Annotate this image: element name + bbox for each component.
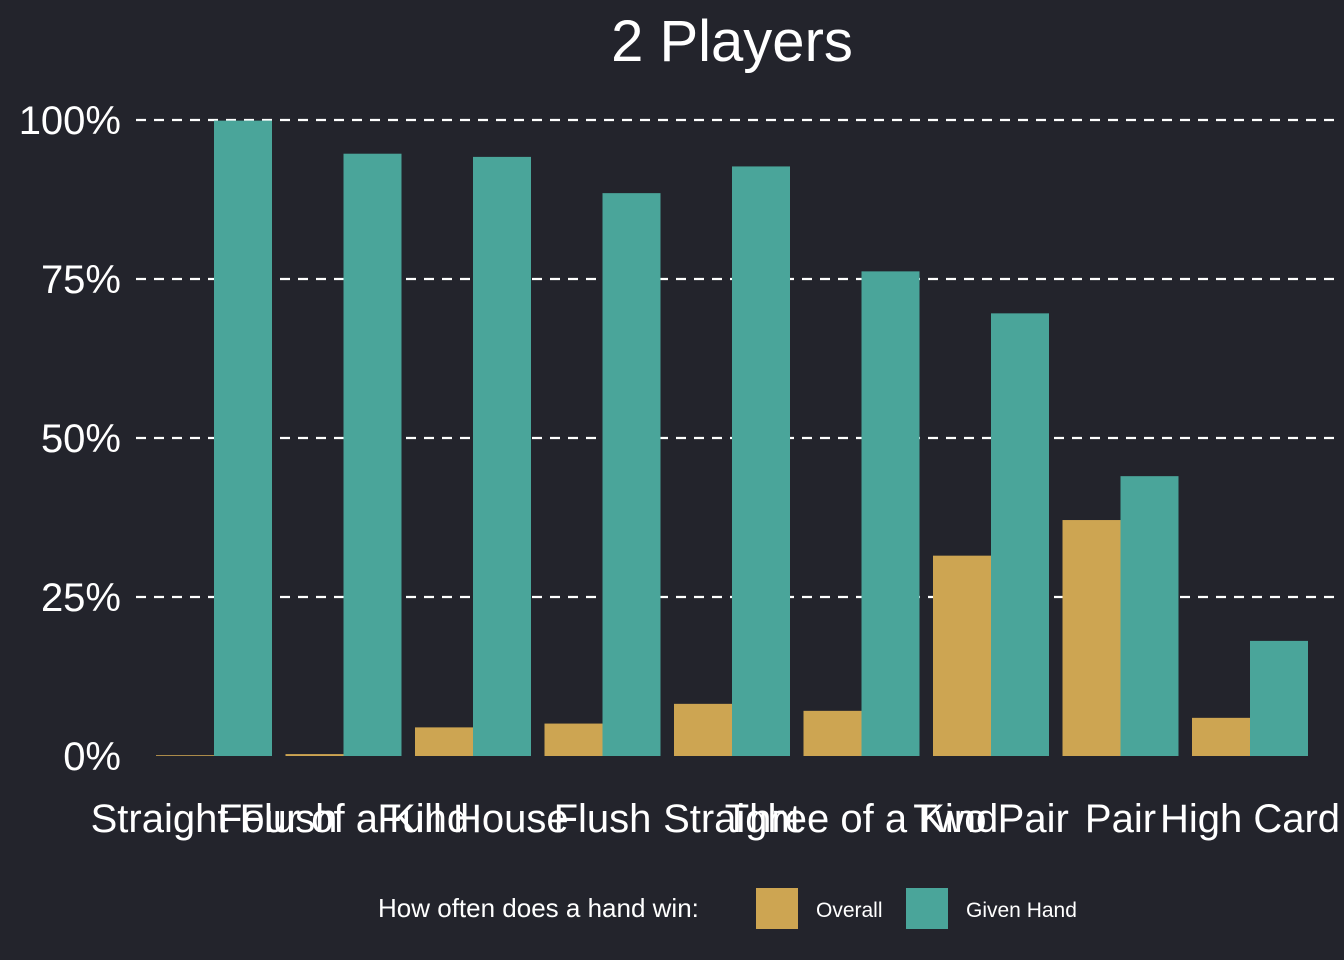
legend: How often does a hand win: Overall Given … <box>378 888 1077 929</box>
bar-overall <box>933 555 991 756</box>
bar-given-hand <box>1120 476 1179 756</box>
bar-given-hand <box>861 271 920 756</box>
legend-swatch <box>756 888 798 929</box>
y-tick-label: 25% <box>41 576 121 620</box>
bar-overall <box>674 703 732 756</box>
x-tick-label: Pair <box>1085 797 1156 841</box>
x-tick-label: Three of a Kind <box>725 797 999 841</box>
bar-overall <box>415 727 473 756</box>
bar-overall <box>285 754 344 756</box>
bar-given-hand <box>343 153 402 756</box>
bar-overall <box>1192 717 1250 756</box>
bar-given-hand <box>473 156 531 756</box>
bar-overall <box>156 755 214 756</box>
y-tick-label: 0% <box>63 735 121 779</box>
x-tick-label: Full House <box>377 797 568 841</box>
y-axis-ticks: 0% 25% 50% 75% 100% <box>19 99 121 779</box>
legend-label: Overall <box>816 899 883 922</box>
bar-given-hand <box>732 166 790 757</box>
y-tick-label: 50% <box>41 417 121 461</box>
bar-given-hand <box>1250 640 1308 756</box>
y-tick-label: 100% <box>19 99 121 143</box>
x-tick-label: Flush <box>554 797 652 841</box>
legend-label: Given Hand <box>966 899 1077 922</box>
chart-title: 2 Players <box>611 9 853 74</box>
legend-title: How often does a hand win: <box>378 893 699 923</box>
bar-overall <box>1062 520 1121 756</box>
x-tick-label: Straight Flush <box>91 797 338 841</box>
x-tick-label: Two Pair <box>913 797 1069 841</box>
bar-given-hand <box>214 120 272 757</box>
legend-items: Overall Given Hand <box>756 888 1077 929</box>
legend-swatch <box>906 888 948 929</box>
bar-overall <box>803 710 862 756</box>
x-tick-label: Four of a Kind <box>218 797 469 841</box>
x-tick-label: High Card <box>1160 797 1340 841</box>
bar-given-hand <box>602 193 661 756</box>
y-tick-label: 75% <box>41 258 121 302</box>
bar-given-hand <box>991 313 1049 756</box>
bar-overall <box>544 723 603 756</box>
bars <box>156 120 1308 757</box>
x-tick-label: Straight <box>663 797 801 841</box>
